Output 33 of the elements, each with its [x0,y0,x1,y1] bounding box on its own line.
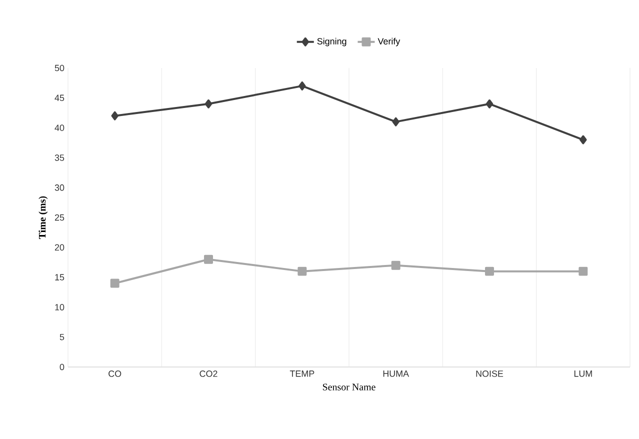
point [298,266,307,276]
point [485,266,494,276]
point [111,111,118,120]
x-tick-label: CO2 [200,370,218,377]
point [110,278,120,288]
point [486,99,494,108]
point [391,260,400,270]
point [578,266,588,276]
y-tick-label: 20 [54,244,64,251]
legend-label: Signing [317,38,346,46]
y-tick-label: 15 [55,274,64,280]
x-axis-title: Sensor Name [322,384,376,390]
x-tick-label: HUMA [383,370,410,377]
point [580,135,587,144]
y-tick-label: 50 [54,64,64,72]
y-axis-title: Time (ms) [38,196,48,239]
y-tick-label: 35 [54,154,64,161]
point [298,81,306,90]
y-tick-label: 30 [54,184,64,191]
x-tick-label: LUM [574,370,592,377]
y-tick-label: 45 [54,94,64,102]
x-tick-label: TEMP [290,370,314,377]
y-tick-label: 40 [54,124,64,131]
point [204,254,213,264]
point [392,117,400,126]
legend-label: Verify [378,38,400,46]
point [204,99,212,108]
y-tick-label: 5 [60,334,64,340]
x-tick-label: NOISE [476,370,504,377]
y-tick-label: 0 [60,364,64,370]
y-tick-label: 25 [54,214,64,221]
y-tick-label: 10 [55,304,64,310]
x-tick-label: CO [108,370,122,377]
